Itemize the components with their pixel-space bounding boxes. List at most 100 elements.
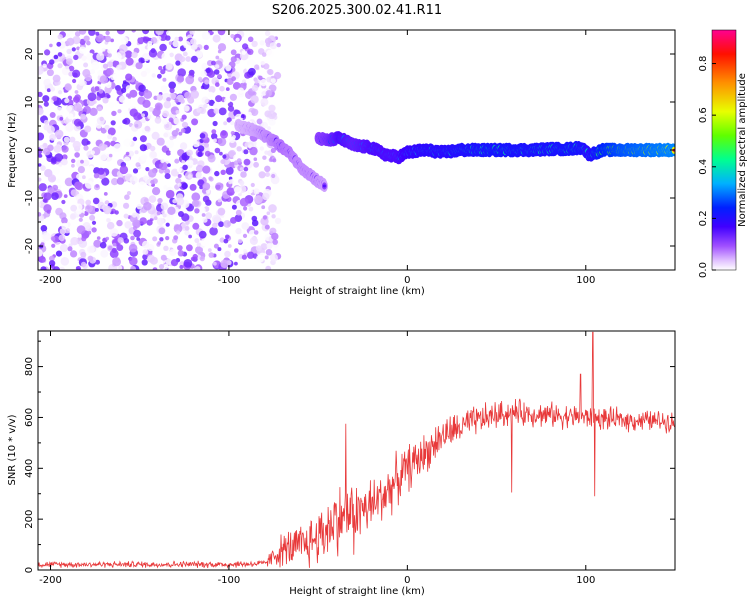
noise-blob: [71, 163, 75, 168]
noise-blob: [95, 259, 100, 265]
noise-blob: [241, 50, 247, 55]
noise-blob: [167, 163, 171, 168]
noise-blob: [125, 73, 133, 81]
noise-blob: [262, 192, 270, 201]
noise-blob: [91, 61, 100, 70]
noise-blob: [154, 116, 162, 124]
noise-blob: [218, 107, 227, 116]
noise-blob: [172, 40, 180, 48]
noise-blob: [43, 119, 49, 125]
noise-blob: [207, 91, 214, 98]
noise-blob: [232, 82, 241, 90]
colorbar-gradient: [711, 29, 737, 271]
noise-blob: [198, 188, 204, 194]
noise-blob: [87, 92, 97, 102]
noise-blob: [56, 178, 61, 183]
noise-blob: [95, 31, 100, 36]
noise-blob: [212, 138, 217, 143]
noise-blob: [38, 132, 45, 141]
noise-blob: [194, 266, 201, 270]
noise-blob: [132, 168, 139, 174]
noise-blob: [236, 158, 242, 164]
noise-blob: [197, 76, 203, 82]
snr-frame: [37, 330, 676, 571]
noise-blob: [225, 234, 230, 240]
noise-blob: [211, 129, 217, 135]
noise-blob: [77, 233, 82, 238]
noise-blob: [40, 165, 46, 171]
noise-blob: [182, 164, 188, 171]
noise-blob: [189, 30, 195, 35]
noise-blob: [108, 153, 113, 158]
noise-blob: [138, 57, 145, 64]
noise-blob: [258, 75, 263, 81]
noise-blob: [53, 54, 59, 60]
noise-blob: [231, 135, 236, 139]
noise-blob: [259, 79, 268, 87]
noise-blob: [97, 201, 105, 209]
noise-blob: [110, 120, 116, 126]
noise-blob: [167, 206, 176, 215]
noise-blob: [38, 183, 47, 192]
noise-blob: [38, 212, 42, 217]
noise-blob: [215, 95, 223, 103]
noise-blob: [113, 100, 120, 107]
noise-blob: [197, 145, 205, 152]
noise-blob: [38, 202, 41, 207]
noise-blob: [160, 69, 166, 75]
noise-blob: [139, 135, 147, 143]
noise-blob: [223, 238, 229, 244]
noise-blob: [56, 41, 62, 47]
noise-blob: [82, 175, 86, 180]
noise-blob: [52, 74, 61, 83]
noise-blob: [162, 119, 168, 125]
noise-blob: [83, 35, 90, 42]
noise-blob: [109, 228, 119, 237]
noise-blob: [134, 150, 139, 155]
noise-blob: [201, 96, 209, 104]
noise-blob: [43, 124, 50, 131]
noise-blob: [264, 224, 270, 230]
noise-blob: [197, 151, 203, 157]
noise-blob: [196, 30, 202, 33]
noise-blob: [177, 245, 183, 251]
noise-blob: [156, 94, 163, 101]
noise-blob: [274, 71, 282, 80]
noise-blob: [76, 173, 82, 180]
noise-blob: [181, 159, 186, 164]
noise-blob: [255, 180, 264, 189]
noise-blob: [105, 236, 110, 241]
snr-xtick-label: 0: [404, 575, 410, 586]
noise-blob: [38, 66, 44, 75]
noise-blob: [237, 238, 243, 244]
noise-blob: [135, 162, 141, 168]
noise-blob: [64, 83, 72, 91]
noise-blob: [38, 163, 42, 167]
noise-blob: [129, 108, 138, 117]
noise-blob: [230, 49, 237, 56]
noise-blob: [87, 245, 95, 254]
noise-blob: [162, 77, 167, 82]
noise-blob: [123, 138, 132, 147]
noise-blob: [111, 178, 119, 186]
noise-blob: [133, 120, 143, 129]
noise-blob: [156, 217, 165, 226]
noise-blob: [65, 123, 74, 132]
noise-blob: [246, 111, 252, 117]
noise-blob: [203, 44, 209, 51]
noise-blob: [46, 69, 54, 77]
noise-blob: [168, 117, 174, 123]
noise-blob: [48, 260, 56, 267]
noise-blob: [165, 189, 175, 199]
noise-blob: [215, 64, 220, 69]
noise-blob: [82, 69, 91, 78]
noise-blob: [205, 67, 211, 74]
noise-blob: [80, 159, 84, 164]
noise-blob: [81, 55, 87, 61]
noise-blob: [142, 175, 149, 181]
noise-blob: [44, 49, 51, 56]
noise-blob: [191, 199, 200, 207]
noise-blob: [243, 149, 249, 155]
colorbar-tick-label: 0.6: [698, 107, 709, 123]
noise-blob: [72, 140, 81, 150]
